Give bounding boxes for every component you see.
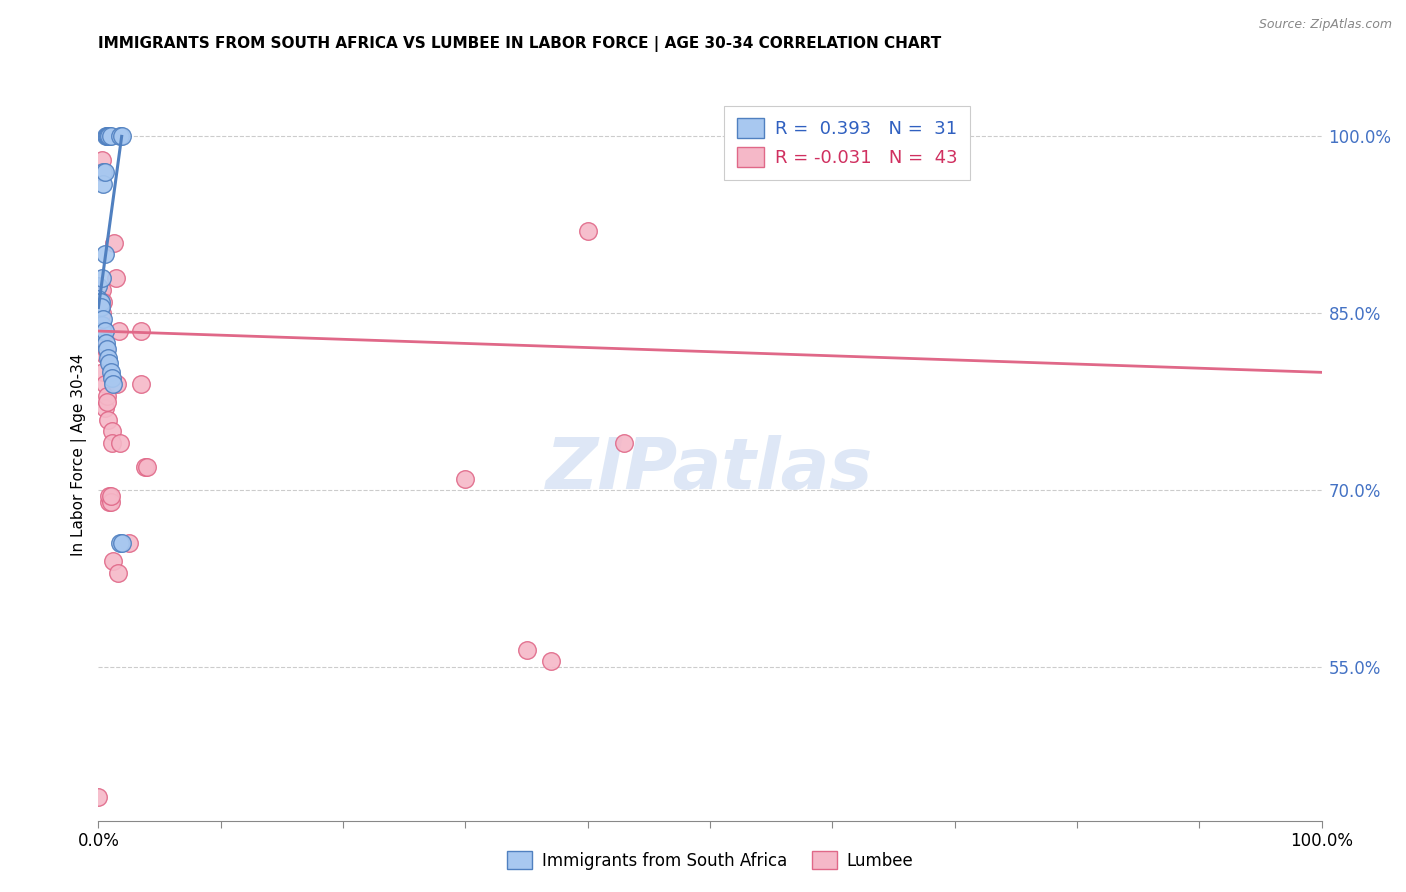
Point [454,471,477,485]
Point [89,301,111,315]
Point [100,129,122,144]
Point [101,425,124,439]
Point [90,301,112,315]
Point [87,292,110,306]
Point [91,271,114,285]
Point [91,177,114,191]
Point [94,342,117,356]
Point [108,324,131,338]
Y-axis label: In Labor Force | Age 30-34: In Labor Force | Age 30-34 [72,353,87,557]
Point [100,489,122,503]
Point [613,436,636,450]
Point [576,224,599,238]
Point [93,165,115,179]
Point [515,642,537,657]
Point [101,377,124,392]
Point [93,247,115,261]
Point [110,536,132,550]
Text: ZIPatlas: ZIPatlas [547,435,873,504]
Point [97,129,120,144]
Point [91,318,114,333]
Point [91,165,114,179]
Point [87,790,110,805]
Point [100,365,122,379]
Text: IMMIGRANTS FROM SOUTH AFRICA VS LUMBEE IN LABOR FORCE | AGE 30-34 CORRELATION CH: IMMIGRANTS FROM SOUTH AFRICA VS LUMBEE I… [98,36,942,52]
Point [98,495,121,509]
Point [136,459,159,474]
Point [118,536,141,550]
Point [98,489,121,503]
Point [91,153,114,167]
Point [93,324,115,338]
Point [91,306,114,320]
Point [90,294,112,309]
Point [540,654,562,668]
Point [129,377,152,392]
Point [94,335,117,350]
Text: Source: ZipAtlas.com: Source: ZipAtlas.com [1258,18,1392,31]
Point [100,495,122,509]
Point [91,294,114,309]
Point [90,294,112,309]
Point [134,459,156,474]
Point [93,348,115,362]
Point [91,312,114,326]
Point [101,436,124,450]
Point [97,412,120,426]
Point [104,271,127,285]
Point [107,566,129,580]
Point [93,377,115,392]
Point [129,324,152,338]
Point [101,371,124,385]
Legend: Immigrants from South Africa, Lumbee: Immigrants from South Africa, Lumbee [498,843,922,878]
Point [101,554,124,568]
Point [91,283,114,297]
Point [821,129,844,144]
Point [94,129,117,144]
Point [91,330,114,344]
Point [96,394,118,409]
Point [93,401,115,415]
Point [89,294,111,309]
Point [97,351,120,366]
Point [91,324,114,338]
Point [98,129,121,144]
Point [91,165,114,179]
Point [110,436,132,450]
Point [96,389,118,403]
Point [96,129,118,144]
Point [111,536,134,550]
Point [87,279,110,293]
Point [111,129,134,144]
Point [103,235,125,250]
Point [105,377,128,392]
Point [98,356,121,370]
Point [96,342,118,356]
Point [89,283,111,297]
Point [90,318,112,333]
Point [91,365,114,379]
Point [110,129,132,144]
Point [89,294,111,309]
